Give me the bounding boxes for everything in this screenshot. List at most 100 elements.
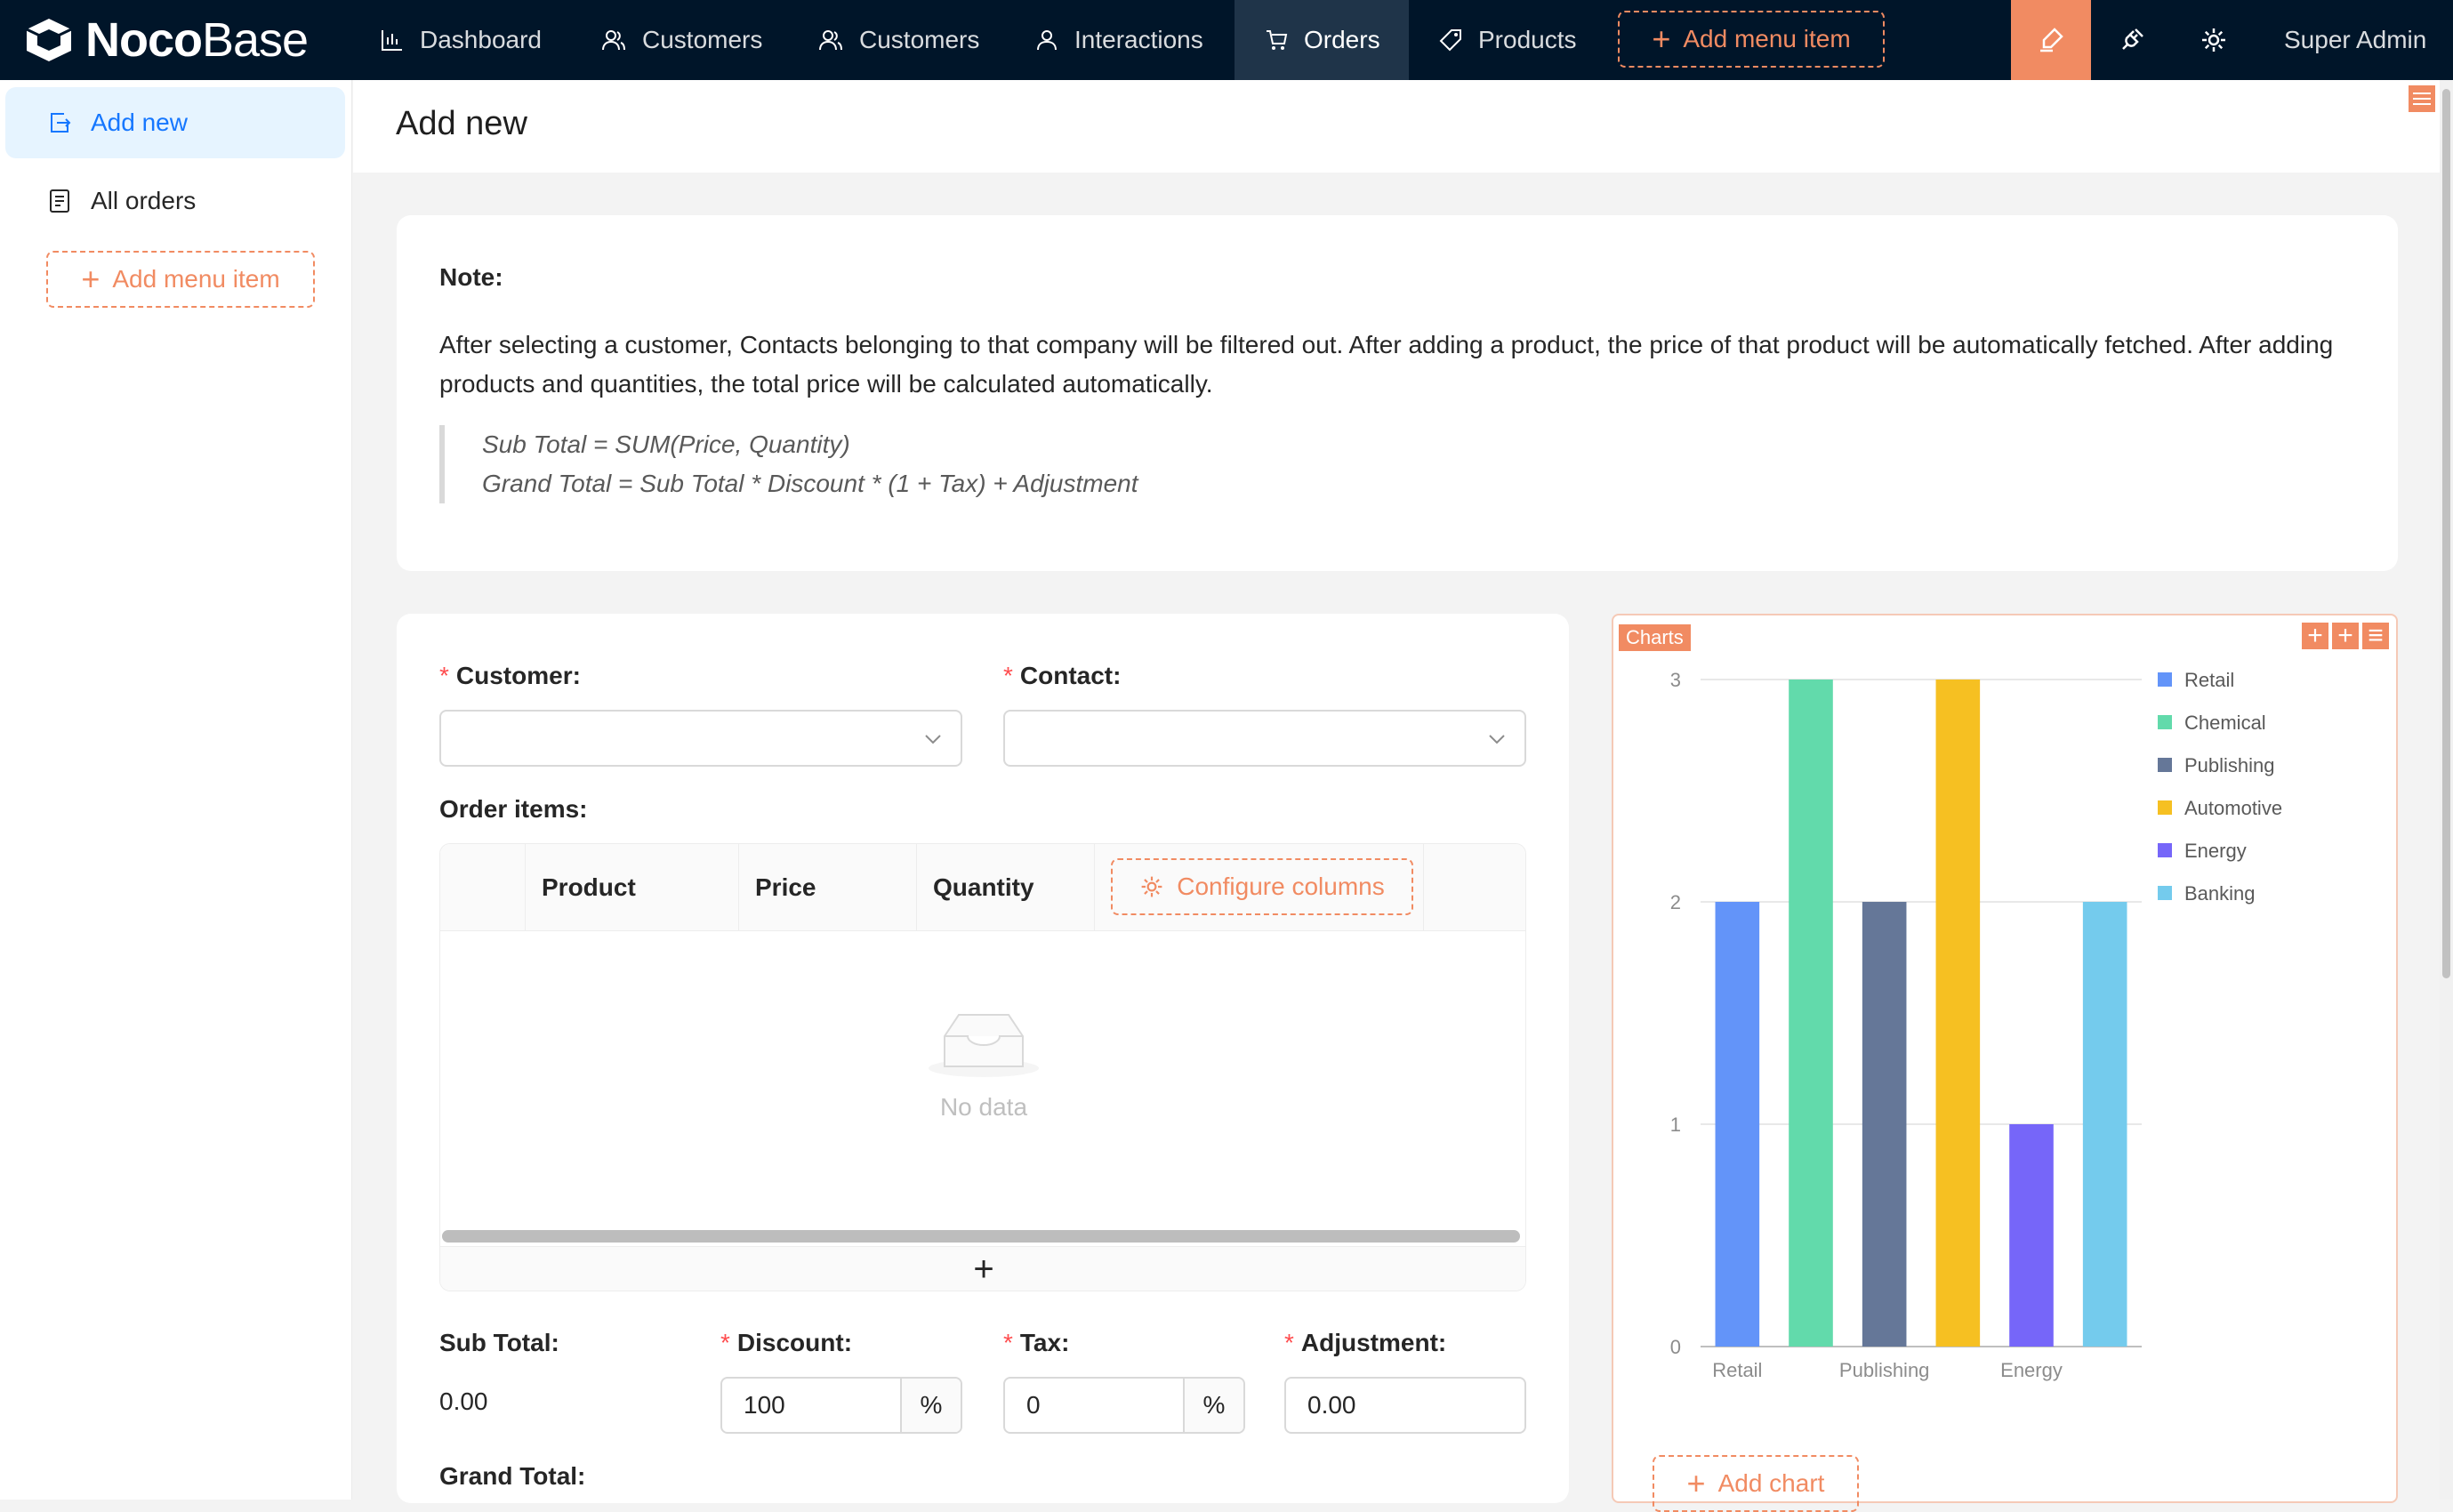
plugin-button[interactable] [2092,0,2172,80]
highlight-icon [2040,28,2063,52]
row-select-column [440,844,526,931]
logo-cube-icon [26,19,72,61]
plug-icon [2122,28,2143,50]
add-row-button[interactable]: + [440,1246,1525,1291]
nav-item-label: Interactions [1074,26,1203,53]
block-settings-menu-icon[interactable] [2409,85,2435,112]
nav-item-products[interactable]: Products [1439,0,1577,80]
nav-item-label: Customers [859,26,980,53]
order-form-card: * Customer: * Contact: Order items: Produc… [397,614,1569,1503]
sub-total-value: 0.00 [439,1387,488,1415]
add-chart-button[interactable]: + Add chart [1653,1455,1859,1512]
nav-item-label: Orders [1304,26,1380,53]
ui-editor-button[interactable] [2011,0,2091,80]
nav-item-label: Products [1478,26,1577,53]
sidebar-item-add-new[interactable]: Add new [5,87,345,158]
legend-swatch [2158,886,2172,900]
legend-item: Chemical [2184,712,2266,734]
legend-item: Retail [2184,669,2234,691]
settings-button[interactable] [2174,0,2254,80]
add-menu-item-button[interactable]: + Add menu item [1618,11,1885,68]
page-title: Add new [396,105,527,142]
top-navbar: NocoBase Dashboard Customers Customers I… [0,0,2453,80]
bar-energy [2009,1124,2054,1347]
sidebar-item-label: Add new [91,109,188,136]
discount-input[interactable]: 100 % [720,1377,962,1434]
nav-item-label: Customers [642,26,763,53]
sidebar-add-menu-item-button[interactable]: + Add menu item [46,251,315,308]
nav-item-dashboard[interactable]: Dashboard [381,0,542,80]
y-tick-label: 2 [1670,891,1681,913]
nav-item-interactions[interactable]: Interactions [1035,0,1203,80]
discount-label: * Discount: [720,1329,853,1356]
form-icon [51,113,71,133]
configure-columns-button[interactable]: Configure columns [1111,858,1413,915]
team-icon [602,30,625,51]
bar-chart: 0 1 2 3 Retail Publishing Energy Retail Chemical… [1670,669,2282,1381]
user-menu[interactable]: Super Admin [2284,0,2426,80]
chevron-down-icon [1489,735,1505,744]
tax-label: * Tax: [1003,1329,1070,1356]
x-tick-label: Publishing [1839,1359,1930,1381]
plus-icon: + [1686,1465,1706,1501]
nav-item-customers-2[interactable]: Customers [818,0,979,80]
scrollbar-thumb[interactable] [2442,89,2450,978]
bar-chart-icon [382,30,402,51]
bar-retail [1715,902,1760,1347]
legend-swatch [2158,672,2172,687]
drag-handle-icon[interactable]: + [2302,623,2328,649]
legend-swatch [2158,758,2172,772]
bar-banking [2082,902,2127,1347]
contact-select[interactable] [1003,710,1526,767]
grand-total-label: Grand Total: [439,1462,586,1490]
customer-label: * Customer: [439,662,581,689]
adjustment-value: 0.00 [1307,1391,1356,1419]
user-icon [1037,30,1057,51]
tax-unit: % [1183,1379,1243,1432]
legend-item: Publishing [2184,754,2275,776]
legend-swatch [2158,800,2172,815]
customer-select[interactable] [439,710,962,767]
tax-value: 0 [1026,1391,1041,1419]
plus-icon: + [81,261,101,297]
y-tick-label: 1 [1670,1114,1681,1136]
column-header-price: Price [739,844,917,931]
block-toolbar: + + ≡ [2302,623,2389,649]
column-header-product: Product [526,844,739,931]
bar-chemical [1789,680,1833,1347]
empty-inbox-icon [929,1014,1039,1077]
sidebar-item-label: All orders [91,187,197,214]
empty-state: No data [440,1004,1525,1122]
plus-icon: + [973,1250,994,1289]
add-block-icon[interactable]: + [2332,623,2359,649]
adjustment-label: * Adjustment: [1284,1329,1447,1356]
y-tick-label: 3 [1670,669,1681,691]
order-items-label: Order items: [439,795,588,823]
team-icon [819,30,842,51]
column-configure [1095,844,1424,931]
empty-text: No data [939,1093,1028,1121]
column-header-quantity: Quantity [917,844,1095,931]
nocobase-logo[interactable]: NocoBase [23,12,309,68]
horizontal-scrollbar[interactable] [442,1230,1520,1243]
formula-blockquote: Sub Total = SUM(Price, Quantity) Grand T… [439,425,1138,503]
legend-item: Energy [2184,840,2247,862]
discount-value: 100 [744,1391,785,1419]
nav-item-orders[interactable]: Orders [1235,0,1409,80]
note-title: Note: [439,263,503,291]
logo-text: NocoBase [85,13,309,67]
sidebar-item-all-orders[interactable]: All orders [5,165,345,237]
gear-icon [1141,876,1162,897]
legend-swatch [2158,843,2172,857]
formula-sub-total: Sub Total = SUM(Price, Quantity) [482,430,850,458]
add-chart-label: Add chart [1717,1469,1825,1497]
x-tick-label: Retail [1712,1359,1762,1381]
x-tick-label: Energy [2000,1359,2063,1381]
list-icon [50,189,69,213]
legend-swatch [2158,715,2172,729]
adjustment-input[interactable]: 0.00 [1284,1377,1526,1434]
plus-icon: + [1652,20,1671,57]
block-menu-icon[interactable]: ≡ [2362,623,2389,649]
tax-input[interactable]: 0 % [1003,1377,1245,1434]
nav-item-customers[interactable]: Customers [601,0,762,80]
